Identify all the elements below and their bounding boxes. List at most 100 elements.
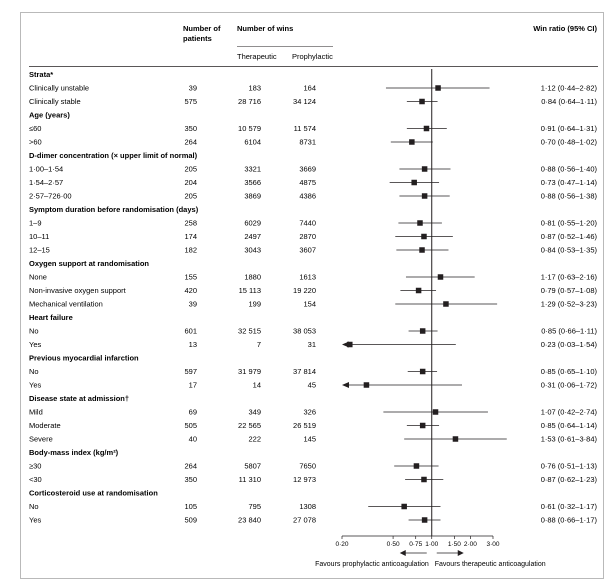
forest-row-16: Non-invasive oxygen support 420 15 113 19 2… xyxy=(29,286,597,295)
patients-count: 205 xyxy=(184,192,197,201)
therapeutic-wins: 10 579 xyxy=(238,124,261,133)
patients-count: 174 xyxy=(184,232,197,241)
prophylactic-wins: 27 078 xyxy=(293,516,316,525)
win-ratio-ci: 0·81 (0·55–1·20) xyxy=(541,219,598,228)
patients-count: 264 xyxy=(184,138,197,147)
win-ratio-ci: 0·88 (0·56–1·38) xyxy=(541,192,598,201)
patients-count: 17 xyxy=(189,381,197,390)
x-tick-label: 0·50 xyxy=(387,541,400,548)
header-prophylactic: Prophylactic xyxy=(292,52,333,61)
patients-count: 350 xyxy=(184,124,197,133)
prophylactic-wins: 326 xyxy=(303,408,316,417)
group-label-symptom-duration-before-randomisation-days: Symptom duration before randomisation (d… xyxy=(29,205,199,214)
win-ratio-ci: 0·79 (0·57–1·08) xyxy=(541,286,598,295)
x-tick-label: 1·50 xyxy=(448,541,461,548)
forest-row-22: No 597 31 979 37 814 0·85 (0·65–1·10) xyxy=(29,367,597,376)
win-ratio-ci: 0·84 (0·64–1·11) xyxy=(541,97,597,106)
forest-row-8: 1·54–2·57 204 3566 4875 0·73 (0·47–1·14) xyxy=(29,178,597,187)
prophylactic-wins: 45 xyxy=(308,381,316,390)
win-ratio-ci: 0·87 (0·52–1·46) xyxy=(541,232,598,241)
point-estimate xyxy=(419,422,426,429)
point-estimate xyxy=(421,233,427,240)
row-label: ≥30 xyxy=(29,462,41,471)
header-patients-line1: Number of xyxy=(183,24,221,33)
row-label: Non-invasive oxygen support xyxy=(29,286,127,295)
point-estimate xyxy=(443,301,449,307)
patients-count: 182 xyxy=(184,246,197,255)
win-ratio-ci: 1·53 (0·61–3·84) xyxy=(541,435,598,444)
forest-row-17: Mechanical ventilation 39 199 154 1·29 (0·52… xyxy=(29,300,597,309)
patients-count: 509 xyxy=(184,516,197,525)
group-label-oxygen-support-at-randomisation: Oxygen support at randomisation xyxy=(29,259,149,268)
forest-row-5: >60 264 6104 8731 0·70 (0·48–1·02) xyxy=(29,138,597,147)
win-ratio-ci: 0·84 (0·53–1·35) xyxy=(541,246,598,255)
win-ratio-ci: 0·76 (0·51–1·13) xyxy=(541,462,598,471)
therapeutic-wins: 23 840 xyxy=(238,516,261,525)
win-ratio-ci: 0·73 (0·47–1·14) xyxy=(541,178,598,187)
point-estimate xyxy=(411,179,417,186)
point-estimate xyxy=(421,193,428,199)
row-label: Yes xyxy=(29,516,41,525)
patients-count: 155 xyxy=(184,273,197,282)
therapeutic-wins: 3566 xyxy=(244,178,261,187)
forest-row-19: No 601 32 515 38 053 0·85 (0·66–1·11) xyxy=(29,327,597,336)
favours-prophylactic-label: Favours prophylactic anticoagulation xyxy=(315,561,429,568)
group-label-age-years: Age (years) xyxy=(29,111,70,120)
forest-row-4: ≤60 350 10 579 11 574 0·91 (0·64–1·31) xyxy=(29,124,597,133)
group-label-strata: Strata* xyxy=(29,70,53,79)
prophylactic-wins: 26 519 xyxy=(293,421,316,430)
prophylactic-wins: 1613 xyxy=(299,273,316,282)
patients-count: 69 xyxy=(189,408,197,417)
group-label-corticosteroid-use-at-randomisation: Corticosteroid use at randomisation xyxy=(29,489,158,498)
therapeutic-wins: 5807 xyxy=(244,462,261,471)
therapeutic-wins: 222 xyxy=(248,435,261,444)
favours-therapeutic-label: Favours therapeutic anticoagulation xyxy=(435,561,546,568)
therapeutic-wins: 11 310 xyxy=(239,475,261,484)
row-label: Moderate xyxy=(29,421,61,430)
therapeutic-wins: 795 xyxy=(248,502,261,511)
prophylactic-wins: 154 xyxy=(303,300,316,309)
therapeutic-wins: 28 716 xyxy=(238,97,261,106)
prophylactic-wins: 1308 xyxy=(299,502,316,511)
prophylactic-wins: 31 xyxy=(308,340,316,349)
row-label: 12–15 xyxy=(29,246,50,255)
win-ratio-ci: 0·87 (0·62–1·23) xyxy=(541,475,598,484)
patients-count: 39 xyxy=(189,84,197,93)
prophylactic-wins: 8731 xyxy=(299,138,316,147)
row-label: >60 xyxy=(29,138,42,147)
therapeutic-wins: 3321 xyxy=(244,165,261,174)
forest-row-27: Severe 40 222 145 1·53 (0·61–3·84) xyxy=(29,435,597,444)
therapeutic-wins: 183 xyxy=(248,84,261,93)
point-estimate xyxy=(452,436,459,442)
forest-row-2: Clinically stable 575 28 716 34 124 0·84 (0·… xyxy=(29,97,597,106)
prophylactic-wins: 19 220 xyxy=(293,286,316,295)
forest-row-12: 10–11 174 2497 2870 0·87 (0·52–1·46) xyxy=(29,232,597,241)
therapeutic-wins: 199 xyxy=(248,300,261,309)
point-estimate xyxy=(432,409,439,415)
patients-count: 105 xyxy=(184,502,197,511)
group-label-heart-failure: Heart failure xyxy=(29,313,73,322)
therapeutic-wins: 32 515 xyxy=(238,327,261,336)
row-label: Mild xyxy=(29,408,43,417)
row-label: Yes xyxy=(29,381,41,390)
row-label: Clinically unstable xyxy=(29,84,89,93)
forest-row-25: Mild 69 349 326 1·07 (0·42–2·74) xyxy=(29,408,597,417)
arrow-left-head xyxy=(399,550,406,556)
therapeutic-wins: 2497 xyxy=(244,232,261,241)
patients-count: 601 xyxy=(184,327,197,336)
forest-row-15: None 155 1880 1613 1·17 (0·63–2·16) xyxy=(29,273,597,282)
therapeutic-wins: 31 979 xyxy=(238,367,261,376)
row-label: 1–9 xyxy=(29,219,42,228)
win-ratio-ci: 0·85 (0·66–1·11) xyxy=(541,327,597,336)
prophylactic-wins: 2870 xyxy=(299,232,316,241)
therapeutic-wins: 6104 xyxy=(244,138,261,147)
win-ratio-ci: 0·85 (0·64–1·14) xyxy=(541,421,598,430)
x-axis: 0·20 0·50 0·75 1·00 1·50 2·00 3·00 Favours prop… xyxy=(315,69,546,568)
row-label: 2·57–726·00 xyxy=(29,192,72,201)
prophylactic-wins: 38 053 xyxy=(293,327,316,336)
prophylactic-wins: 37 814 xyxy=(293,367,316,376)
forest-rows: Strata* Clinically unstable 39 183 164 1·12 (… xyxy=(29,70,597,525)
therapeutic-wins: 15 113 xyxy=(239,286,261,295)
point-estimate xyxy=(419,368,426,375)
